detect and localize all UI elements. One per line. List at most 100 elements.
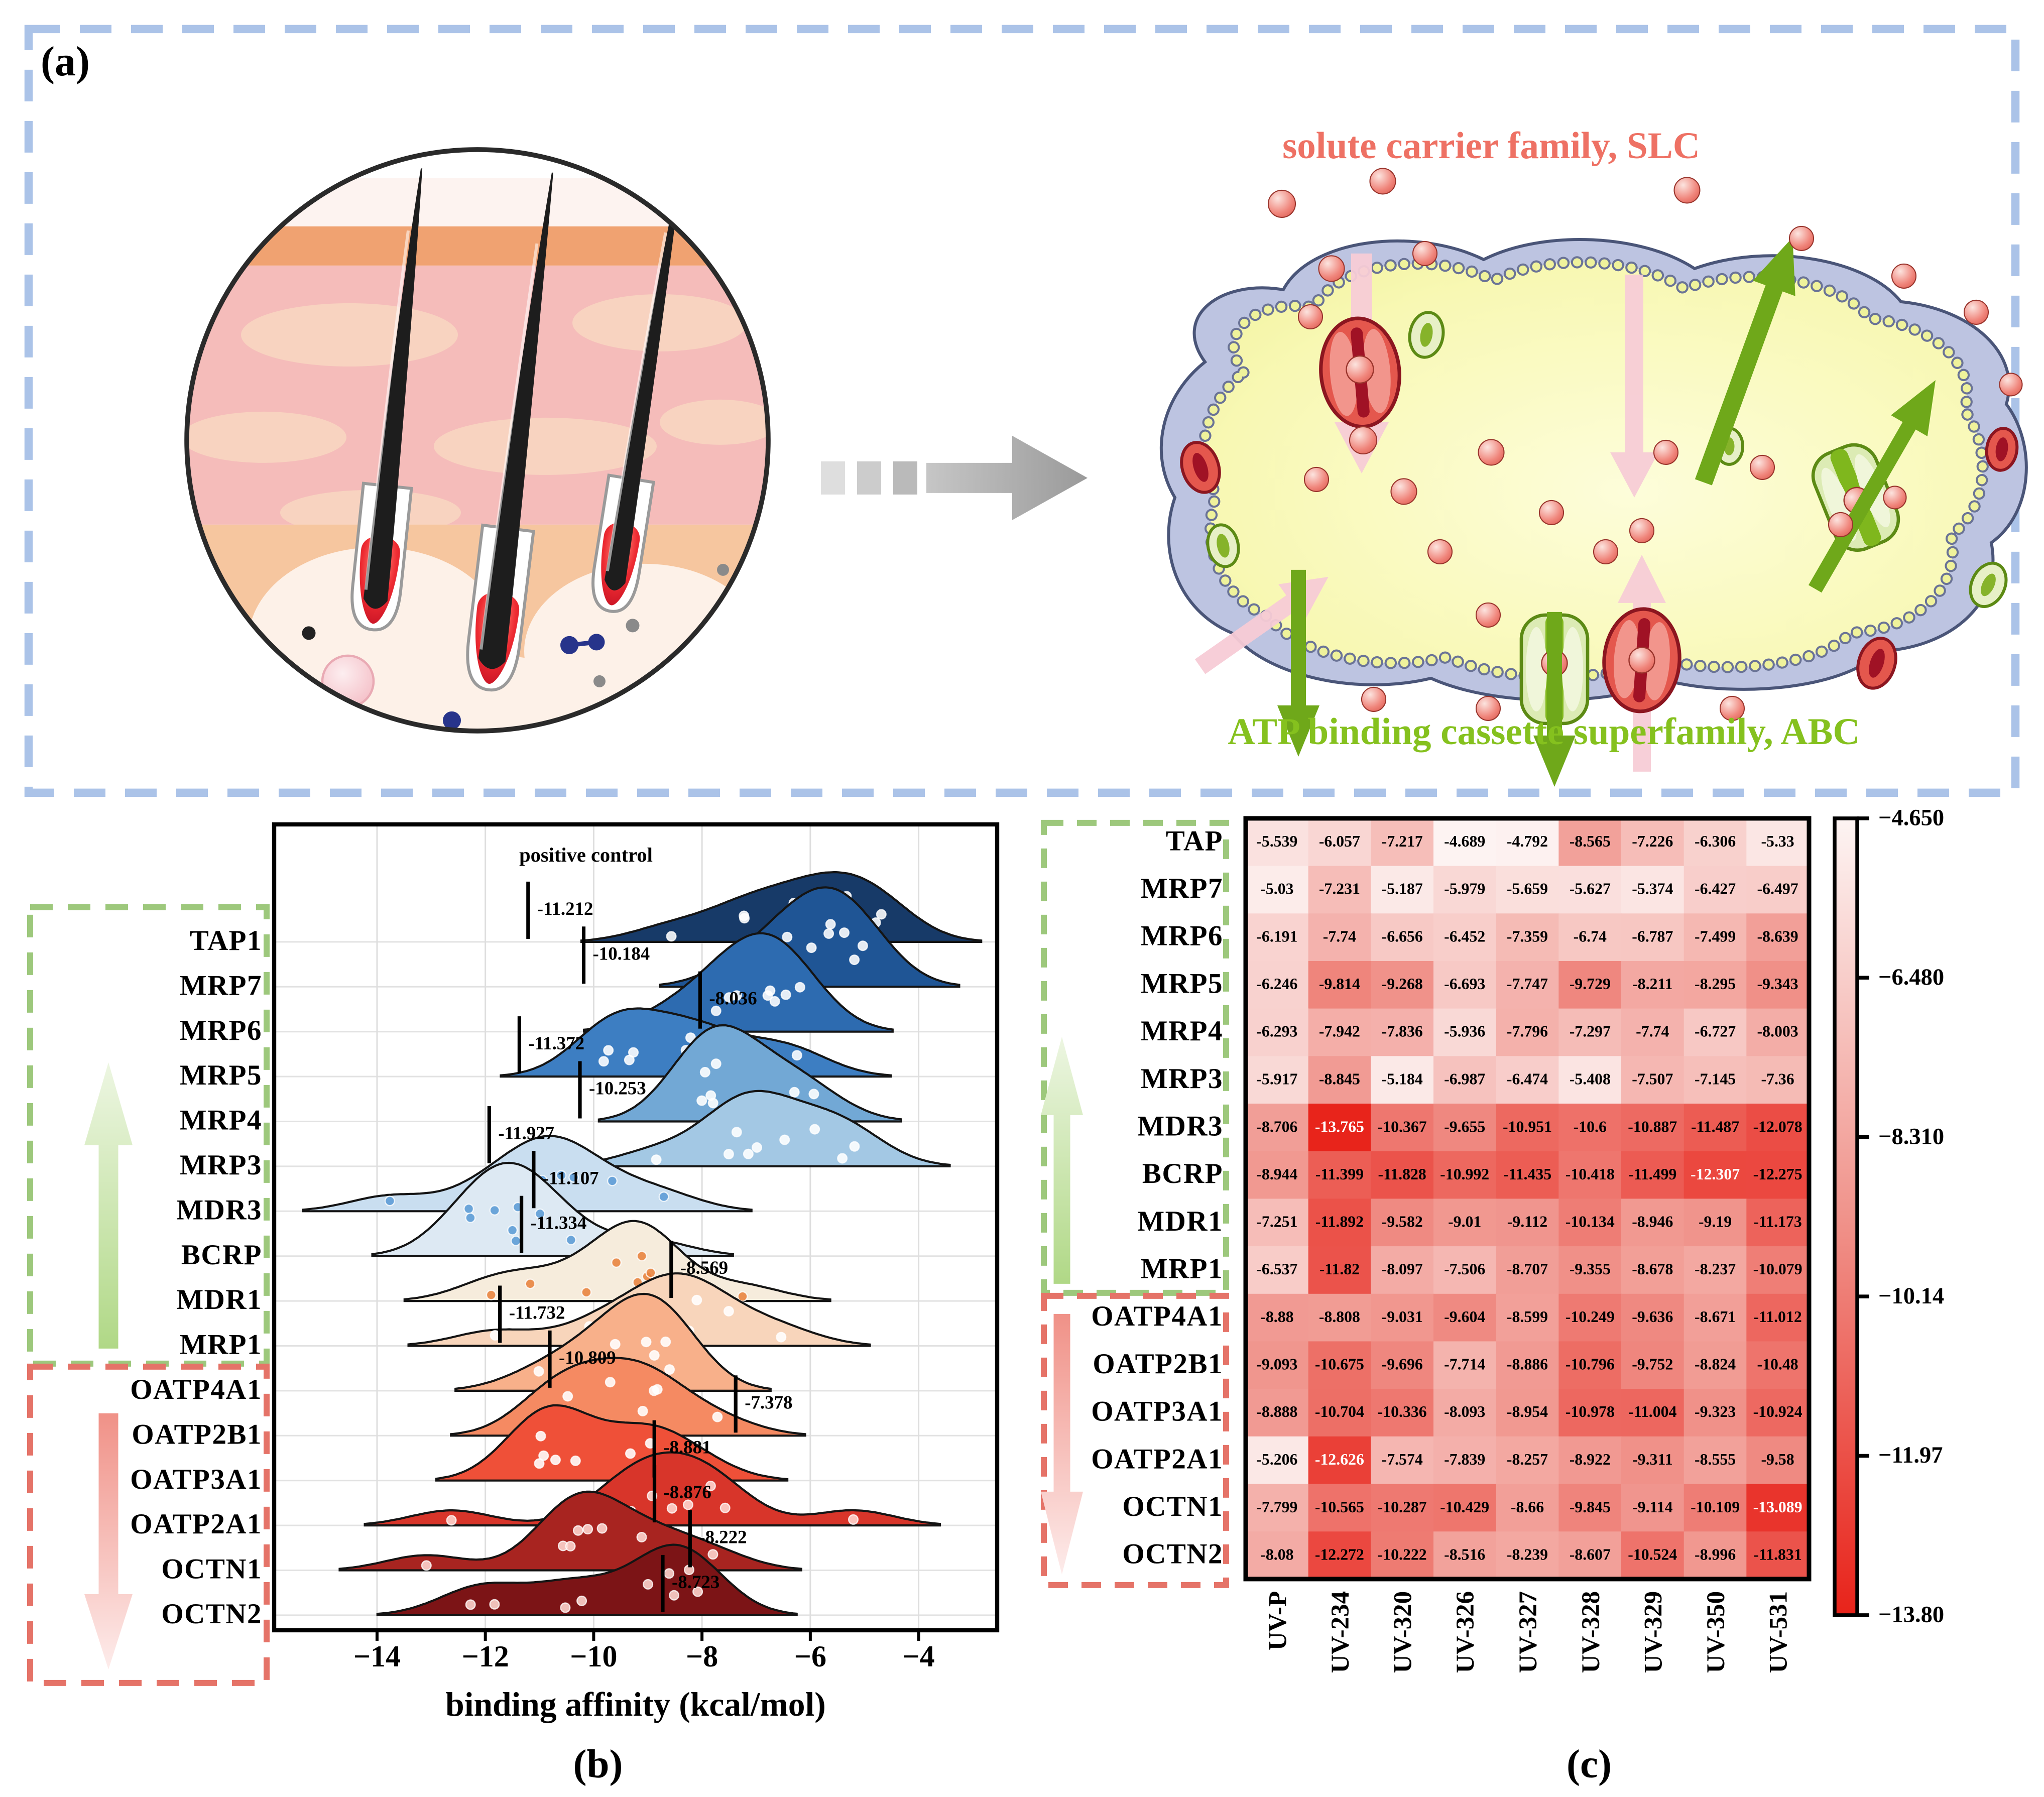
heatmap-cell (1746, 1531, 1810, 1580)
heatmap-cell (1246, 1436, 1309, 1485)
row-label-TAP1: TAP1 (190, 925, 262, 956)
heatmap-value: -10.418 (1566, 1165, 1615, 1183)
heatmap-col-label-UV-327: UV-327 (1514, 1591, 1542, 1673)
positive-control-tick (652, 1465, 657, 1523)
data-dot (782, 931, 793, 942)
heatmap-cell (1496, 866, 1559, 914)
x-tick-label: −4 (902, 1640, 934, 1673)
heatmap-cell (1558, 1056, 1622, 1105)
data-dot (739, 910, 750, 921)
heatmap-value: -7.74 (1323, 927, 1356, 945)
heatmap-cell (1246, 1246, 1309, 1295)
data-dot (507, 1225, 518, 1236)
heatmap-cell (1496, 1436, 1559, 1485)
heatmap-value: -6.537 (1256, 1260, 1297, 1278)
panel-a-dashed-border (24, 25, 2020, 797)
heatmap-col-label-UV-350: UV-350 (1702, 1591, 1730, 1673)
data-dot (769, 996, 780, 1007)
heatmap-value: -5.627 (1570, 880, 1611, 898)
heatmap-cell (1621, 913, 1685, 962)
heatmap-value: -8.996 (1695, 1545, 1736, 1563)
data-dot (565, 1235, 576, 1246)
heatmap-cell (1371, 961, 1434, 1010)
heatmap-value: -8.093 (1444, 1403, 1485, 1420)
heatmap-cell (1621, 1293, 1685, 1342)
ridge-MRP4 (597, 1024, 902, 1123)
heatmap-cell (1371, 818, 1434, 867)
heatmap-cell (1308, 1531, 1372, 1580)
x-axis-title: binding affinity (kcal/mol) (445, 1686, 826, 1723)
heatmap-value: -9.58 (1761, 1451, 1794, 1468)
row-label-MRP4: MRP4 (180, 1105, 262, 1136)
heatmap-cell (1308, 818, 1372, 867)
heatmap-value: -10.951 (1503, 1118, 1552, 1135)
heatmap-value: -10.429 (1440, 1498, 1489, 1516)
heatmap-value: -8.888 (1256, 1403, 1297, 1420)
heatmap-cell (1246, 1531, 1309, 1580)
data-dot (562, 1391, 573, 1402)
heatmap-value: -8.211 (1632, 975, 1672, 993)
heatmap-cell (1621, 1531, 1685, 1580)
heatmap-border (1243, 816, 1812, 1582)
heatmap-cell (1684, 1436, 1747, 1485)
heatmap-cell (1746, 1104, 1810, 1152)
data-dot (806, 942, 817, 953)
colorbar-tick-label: −13.80 (1878, 1602, 1944, 1628)
data-dot (710, 1005, 722, 1016)
heatmap-cell (1496, 818, 1559, 867)
heatmap-value: -7.231 (1319, 880, 1360, 898)
row-label-BCRP: BCRP (181, 1239, 262, 1271)
heatmap-value: -7.217 (1382, 832, 1423, 850)
x-tick-label: −6 (794, 1640, 826, 1673)
heatmap-row-label-MDR3: MDR3 (1137, 1111, 1223, 1142)
data-dot (486, 1289, 497, 1300)
data-dot (649, 1350, 660, 1361)
data-dot (849, 1141, 860, 1152)
panel-a-label: (a) (41, 39, 90, 86)
heatmap-value: -10.887 (1628, 1118, 1677, 1135)
positive-control-tick (520, 1195, 524, 1253)
heatmap-cell (1558, 1484, 1622, 1532)
data-dot (837, 1153, 848, 1164)
heatmap-value: -8.565 (1570, 832, 1611, 850)
data-dot (666, 931, 677, 942)
data-dot (723, 1149, 734, 1160)
heatmap-value: -5.917 (1256, 1070, 1297, 1088)
data-dot (731, 1127, 742, 1138)
row-label-MDR1: MDR1 (176, 1284, 262, 1315)
heatmap-cell (1684, 913, 1747, 962)
efflux-up-arrow-icon-b (84, 1062, 133, 1349)
heatmap-row-label-OATP3A1: OATP3A1 (1091, 1395, 1223, 1427)
heatmap-value: -8.639 (1757, 927, 1798, 945)
data-dot (651, 1154, 662, 1165)
x-tick-label: −14 (353, 1640, 401, 1673)
colorbar-tick-label: −10.14 (1878, 1283, 1944, 1309)
heatmap-row-label-MRP1: MRP1 (1141, 1253, 1223, 1284)
heatmap-row-label-OATP2B1: OATP2B1 (1093, 1348, 1223, 1380)
row-label-MRP5: MRP5 (180, 1059, 262, 1091)
heatmap-cell (1621, 1436, 1685, 1485)
heatmap-cell (1621, 1104, 1685, 1152)
heatmap-value: -11.012 (1753, 1308, 1801, 1326)
data-dot (607, 1175, 618, 1186)
heatmap-value: -8.237 (1695, 1260, 1736, 1278)
data-dot (666, 1503, 677, 1514)
heatmap-value: -7.747 (1507, 975, 1548, 993)
heatmap-value: -9.696 (1382, 1356, 1423, 1373)
heatmap-value: -5.187 (1382, 880, 1423, 898)
row-label-MDR3: MDR3 (176, 1194, 262, 1226)
data-dot (421, 1560, 432, 1571)
heatmap-cell (1621, 1246, 1685, 1295)
data-dot (699, 1066, 710, 1077)
heatmap-cell (1746, 1246, 1810, 1295)
heatmap-value: -11.831 (1753, 1545, 1801, 1563)
heatmap-value: -6.497 (1757, 880, 1798, 898)
heatmap-value: -8.295 (1695, 975, 1736, 993)
heatmap-cell (1746, 1484, 1810, 1532)
heatmap-value: -11.487 (1691, 1118, 1739, 1135)
heatmap-value: -4.689 (1444, 832, 1485, 850)
heatmap-value: -6.246 (1256, 975, 1297, 993)
heatmap-cell (1371, 1341, 1434, 1390)
row-label-OATP2B1: OATP2B1 (132, 1418, 262, 1450)
positive-control-value: -11.334 (531, 1213, 587, 1233)
